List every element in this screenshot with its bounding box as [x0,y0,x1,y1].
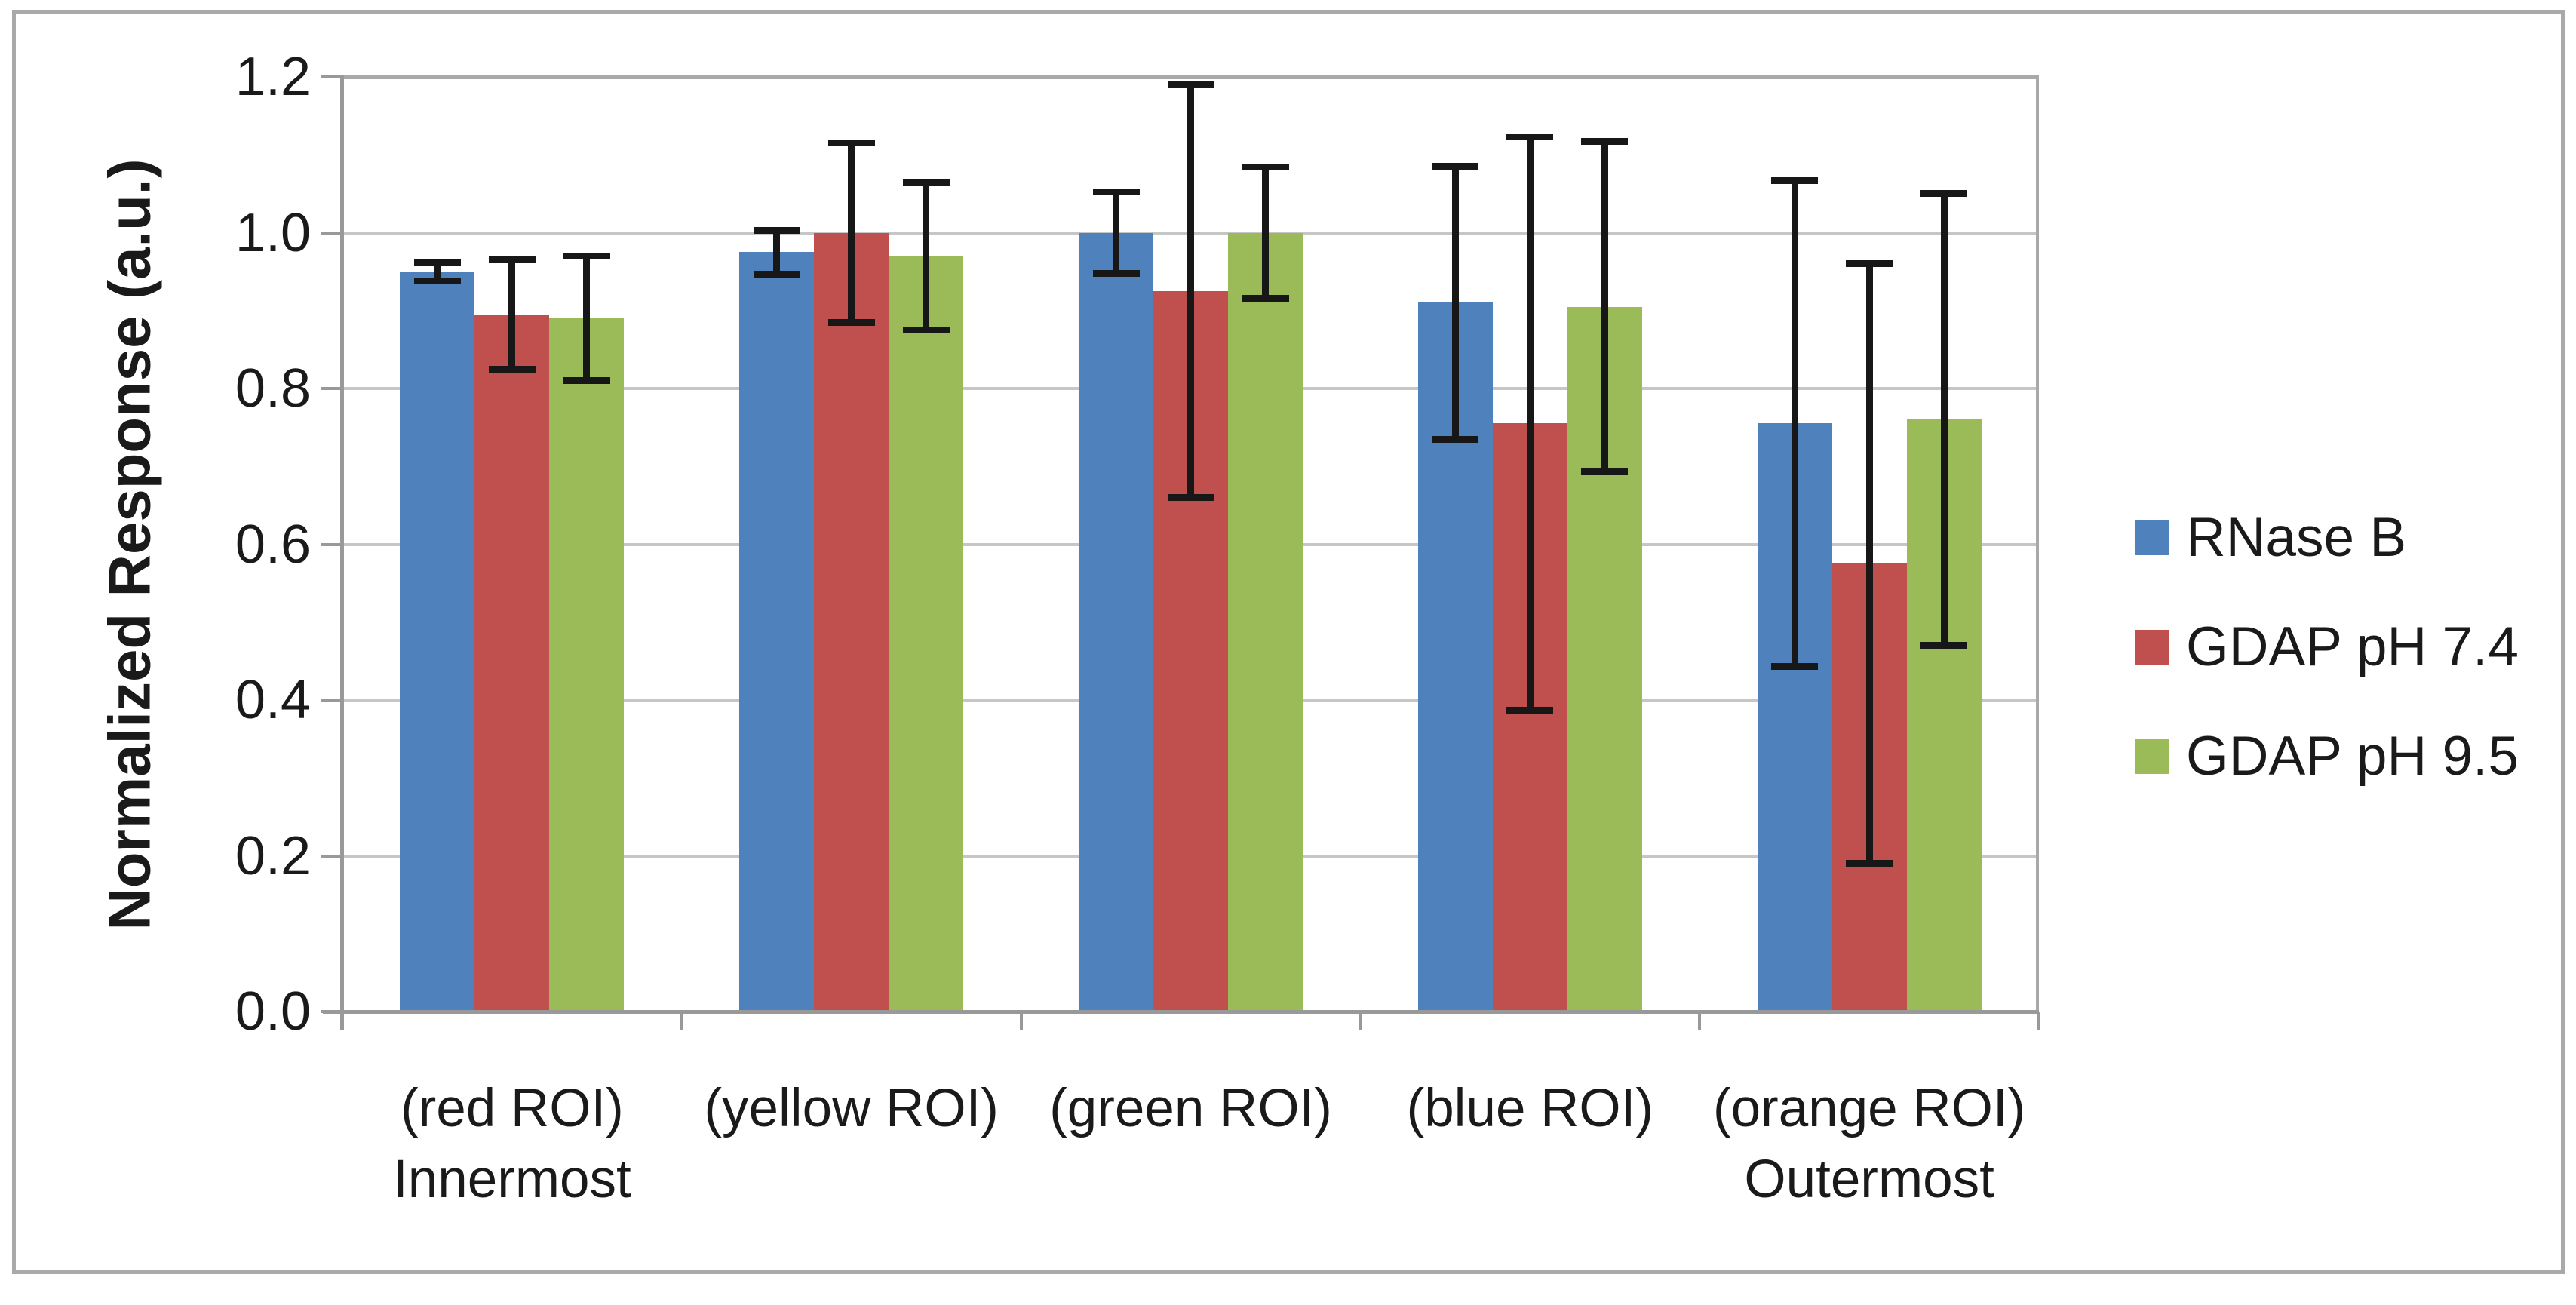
x-category-label: (blue ROI) [1406,1079,1654,1138]
y-axis-tick [321,75,340,78]
y-tick-label: 1.2 [235,47,311,107]
error-bar [583,256,591,381]
y-axis-line [340,75,344,1030]
error-bar-cap [1242,294,1289,302]
error-bar [1865,263,1873,864]
error-bar-cap [1846,860,1893,867]
x-category-label: (yellow ROI) [704,1079,999,1138]
bar [549,318,625,1012]
error-bar [1601,141,1608,472]
error-bar-cap [753,226,800,234]
error-bar-cap [1920,642,1968,649]
y-axis-tick [321,542,340,546]
error-bar [1791,180,1798,667]
bar [739,252,815,1012]
error-bar-cap [753,270,800,278]
error-bar-cap [1581,468,1629,475]
error-bar-cap [1771,663,1819,671]
error-bar-cap [413,278,461,284]
error-bar-cap [1846,260,1893,268]
error-bar-cap [1167,494,1214,502]
plot-right-border [2036,77,2039,1012]
x-axis-line [323,1010,2039,1014]
legend-label: GDAP pH 9.5 [2186,726,2519,787]
error-bar-cap [488,256,536,264]
x-category-label: (orange ROI) [1712,1079,2026,1138]
y-tick-label: 0.4 [235,670,311,730]
bar [814,232,889,1012]
x-axis-tick [680,1012,683,1030]
x-category-label: Outermost [1744,1150,1994,1209]
bar [474,314,550,1012]
legend-label: GDAP pH 7.4 [2186,616,2519,677]
error-bar-cap [1581,138,1629,146]
error-bar-cap [1506,134,1554,140]
error-bar [773,230,781,275]
error-bar [508,259,516,370]
error-bar-cap [1092,189,1140,196]
y-tick-label: 0.0 [235,981,311,1042]
error-bar [1451,166,1459,440]
x-category-label: Innermost [393,1150,631,1209]
y-tick-label: 0.8 [235,358,311,419]
y-tick-label: 1.0 [235,202,311,263]
y-axis-tick [321,699,340,702]
x-axis-tick [2037,1012,2040,1030]
error-bar [1262,167,1269,299]
x-category-label: (green ROI) [1049,1079,1332,1138]
error-bar [848,143,855,323]
error-bar-cap [902,178,950,186]
plot-top-border [342,75,2039,79]
figure-border [12,10,2565,1274]
error-bar [1113,192,1119,274]
bar [1228,232,1303,1012]
error-bar [434,262,441,281]
error-bar-cap [1506,706,1554,714]
error-bar-cap [1432,435,1479,443]
legend-swatch [2135,630,2169,665]
bar [400,272,475,1012]
error-bar-cap [1771,177,1819,184]
y-axis-tick [321,854,340,858]
error-bar-cap [1167,81,1214,88]
error-bar-cap [902,327,950,334]
legend-swatch [2135,739,2169,774]
error-bar [923,182,930,330]
y-axis-tick [321,387,340,390]
x-axis-tick [1698,1012,1702,1030]
error-bar-cap [1432,163,1479,170]
legend-label: RNase B [2186,507,2407,568]
error-bar [1187,84,1194,498]
y-tick-label: 0.2 [235,825,311,886]
error-bar-cap [563,377,610,385]
error-bar-cap [827,140,875,147]
error-bar-cap [1242,164,1289,171]
error-bar [1940,193,1948,646]
error-bar [1526,137,1534,711]
x-axis-tick [1019,1012,1023,1030]
bar [889,256,964,1012]
y-tick-label: 0.6 [235,514,311,575]
legend-swatch [2135,520,2169,555]
x-axis-tick [1359,1012,1362,1030]
error-bar-cap [1092,269,1140,277]
error-bar-cap [1920,190,1968,198]
error-bar-cap [563,252,610,259]
x-category-label: (red ROI) [400,1079,624,1138]
error-bar-cap [827,318,875,326]
bar [1079,232,1153,1012]
error-bar-cap [413,259,461,266]
y-axis-tick [321,1010,340,1013]
error-bar-cap [488,365,536,373]
y-axis-tick [321,231,340,235]
